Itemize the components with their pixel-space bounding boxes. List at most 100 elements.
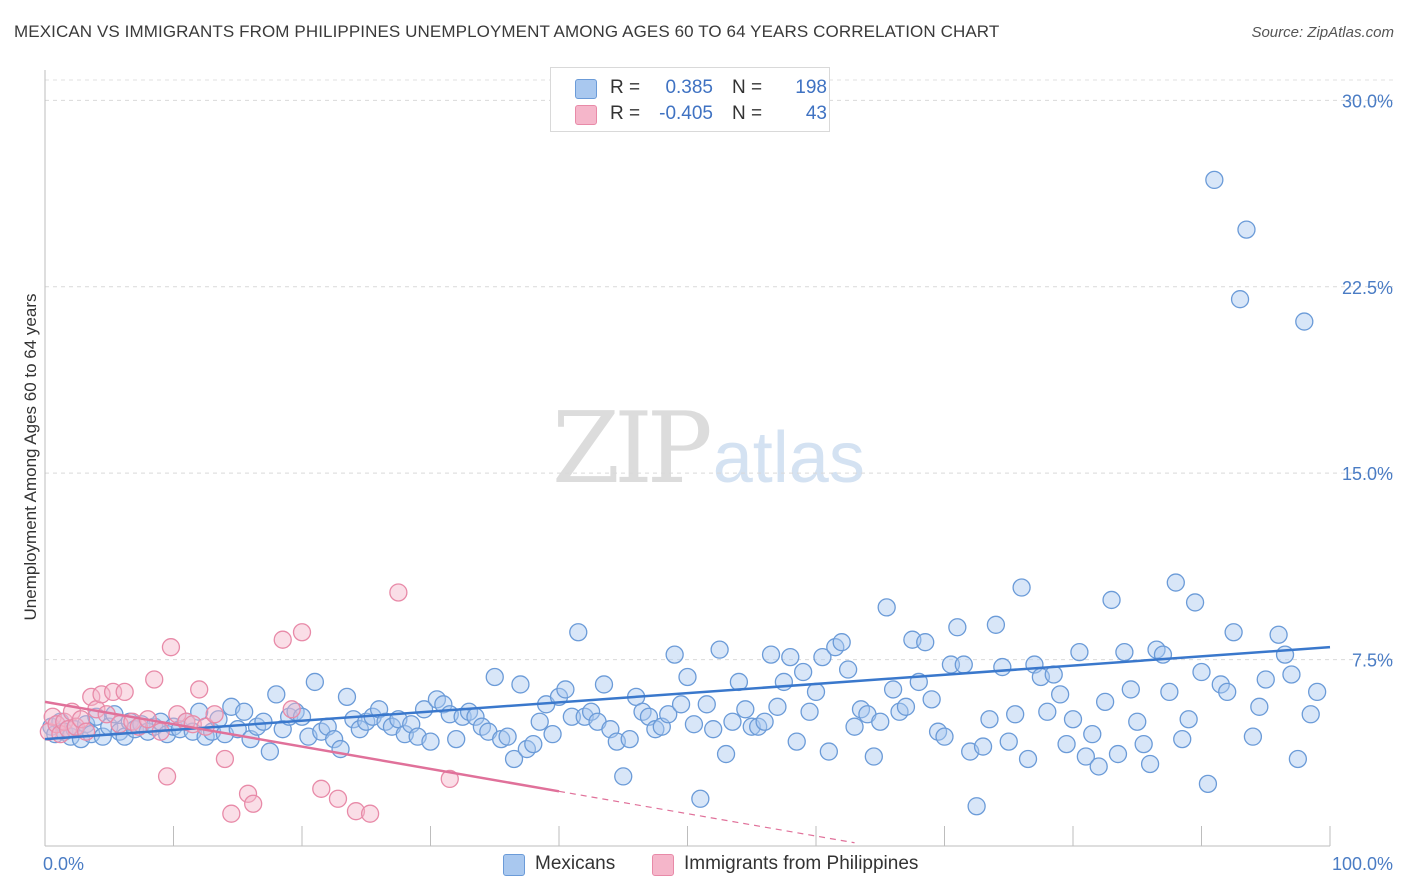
legend-swatch-mexicans [575, 79, 597, 99]
mexicans-point [556, 680, 575, 699]
mexicans-point [1140, 754, 1160, 774]
mexicans-point [838, 660, 858, 679]
mexicans-point [581, 702, 601, 721]
mexicans-point [691, 789, 710, 808]
mexicans-point [350, 720, 369, 739]
x-tick-label: 0.0% [43, 854, 84, 874]
mexicans-points [42, 170, 1327, 816]
mexicans-point [813, 647, 832, 667]
y-tick-label: 7.5% [1352, 651, 1393, 671]
mexicans-point [620, 729, 639, 749]
mexicans-point [1275, 645, 1295, 664]
philippines-trend-extension [558, 790, 855, 844]
mexicans-point [1160, 682, 1179, 702]
mexicans-point [1192, 662, 1211, 682]
mexicans-point [1128, 712, 1147, 731]
mexicans-point [447, 729, 466, 749]
mexicans-point [697, 695, 716, 714]
mexicans-point [1198, 774, 1218, 794]
mexicans-point [986, 615, 1006, 634]
philippines-trend-line [44, 700, 560, 793]
mexicans-point [665, 645, 684, 664]
mexicans-point [614, 767, 633, 786]
mexicans-point [1102, 590, 1121, 610]
legend-n-label: N = [732, 77, 763, 98]
mexicans-point [1243, 727, 1263, 746]
legend-n-value-philippines: 43 [805, 103, 827, 124]
mexicans-point [871, 712, 890, 731]
mexicans-point [1250, 697, 1269, 716]
mexicans-point [659, 705, 678, 724]
y-tick-label: 15.0% [1342, 464, 1393, 484]
mexicans-point [498, 727, 517, 746]
mexicans-point [1301, 705, 1320, 724]
y-tick-label: 22.5% [1342, 278, 1393, 298]
philippines-point [145, 670, 164, 689]
mexicans-point [954, 655, 973, 674]
philippines-point [328, 789, 348, 808]
mexicans-point [1237, 220, 1256, 239]
mexicans-point [973, 737, 993, 756]
mexicans-point [1083, 725, 1102, 744]
mexicans-point [845, 717, 864, 736]
philippines-point [222, 804, 241, 823]
philippines-point [273, 630, 292, 649]
mexicans-point [1038, 702, 1057, 721]
philippines-point [157, 767, 177, 786]
x-tick-label: 100.0% [1332, 854, 1393, 874]
mexicans-point [704, 720, 723, 739]
mexicans-point [800, 702, 819, 721]
philippines-point [282, 700, 301, 719]
mexicans-point [1288, 749, 1308, 769]
bottom-swatch-philippines [652, 854, 674, 876]
mexicans-point [1256, 670, 1275, 689]
mexicans-point [235, 702, 254, 721]
mexicans-point [761, 645, 781, 664]
philippines-point [215, 749, 235, 769]
mexicans-point [710, 640, 729, 659]
mexicans-point [684, 715, 704, 734]
legend-swatch-philippines [575, 105, 597, 125]
philippines-point [115, 682, 134, 702]
mexicans-point [1308, 682, 1327, 702]
mexicans-point [877, 598, 896, 617]
mexicans-point [337, 687, 357, 707]
philippines-point [244, 794, 263, 813]
philippines-point [440, 769, 459, 789]
mexicans-point [1076, 747, 1095, 766]
mexicans-point [1134, 734, 1153, 754]
mexicans-point [434, 695, 453, 714]
mexicans-point [1070, 642, 1089, 662]
mexicans-point [1051, 685, 1070, 704]
mexicans-point [999, 732, 1018, 751]
mexicans-point [671, 695, 691, 714]
philippines-point [205, 705, 224, 724]
mexicans-point [569, 623, 588, 642]
bottom-label-philippines: Immigrants from Philippines [684, 853, 919, 874]
mexicans-point [1295, 312, 1314, 331]
mexicans-point [1282, 665, 1301, 684]
legend-r-value-mexicans: 0.385 [665, 77, 713, 98]
mexicans-point [504, 749, 524, 769]
mexicans-point [967, 797, 986, 816]
mexicans-point [267, 685, 286, 704]
mexicans-point [543, 725, 562, 744]
mexicans-point [1205, 170, 1224, 190]
mexicans-point [254, 712, 273, 731]
y-axis-title: Unemployment Among Ages 60 to 64 years [21, 294, 40, 621]
axis-layer [44, 70, 1331, 847]
mexicans-point [485, 667, 504, 687]
mexicans-point [935, 727, 954, 746]
mexicans-point [530, 712, 549, 731]
mexicans-point [916, 633, 935, 652]
mexicans-point [1211, 675, 1230, 694]
mexicans-point [1179, 710, 1198, 729]
mexicans-point [716, 744, 736, 764]
mexicans-point [819, 742, 838, 761]
mexicans-point [1108, 744, 1128, 764]
legend-r-value-philippines: -0.405 [659, 103, 713, 124]
mexicans-point [421, 732, 440, 751]
mexicans-point [723, 712, 742, 731]
mexicans-point [1218, 682, 1237, 702]
mexicans-point [1057, 734, 1076, 754]
